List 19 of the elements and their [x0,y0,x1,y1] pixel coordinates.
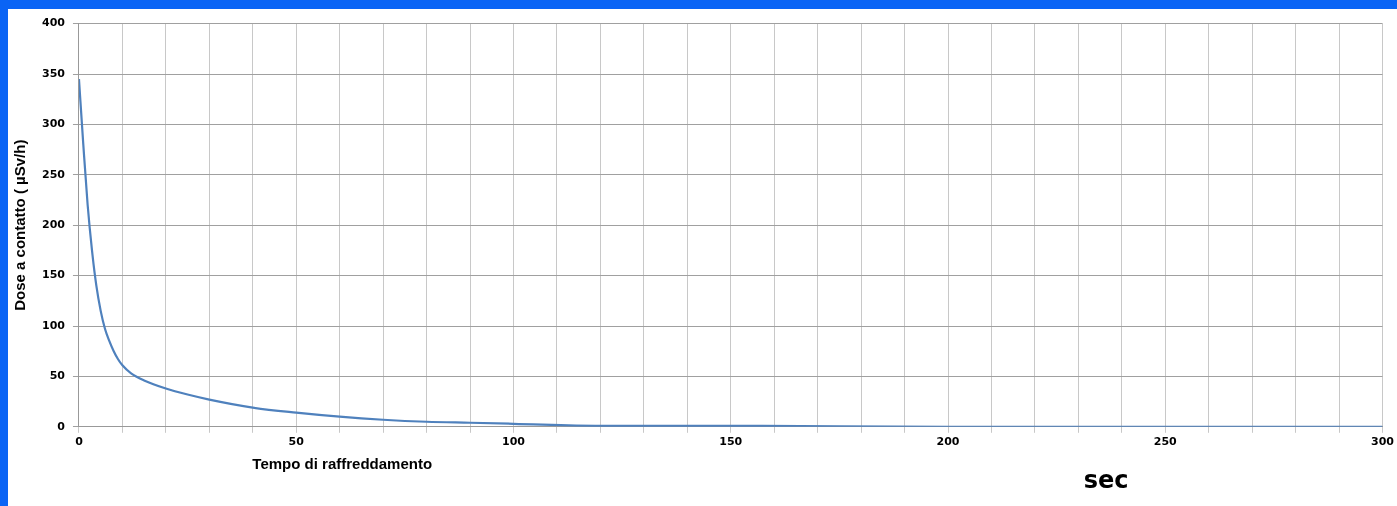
y-axis-title: Dose a contatto ( µSv/h) [11,139,29,311]
y-tick-label: 250 [41,167,66,181]
y-tick-label: 400 [41,16,66,30]
y-tick-label: 50 [49,369,66,383]
x-axis-title: Tempo di raffreddamento [252,454,433,472]
y-tick-label: 300 [41,117,66,131]
x-tick-label: 150 [719,435,743,449]
text: sec [1083,466,1129,495]
x-tick-label: 50 [288,435,305,449]
y-tick-label: 100 [41,318,66,332]
y-tick-label: 150 [41,268,66,282]
x-tick-label: 250 [1153,435,1178,449]
y-tick-label: 0 [57,419,66,433]
x-tick-label: 0 [75,435,84,449]
x-tick-label: 300 [1371,435,1395,449]
y-tick-label: 350 [41,66,66,80]
y-tick-label: 200 [41,218,66,232]
x-tick-label: 200 [936,435,960,449]
x-tick-label: 100 [502,435,526,449]
